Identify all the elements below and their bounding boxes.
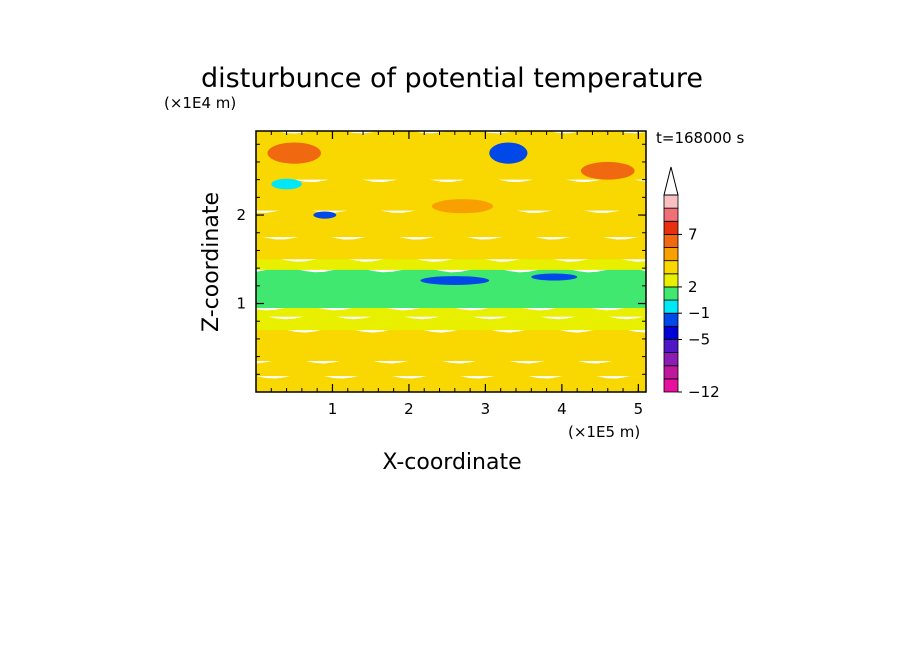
colorbar-swatch: [663, 273, 679, 288]
field-blob-0: [420, 276, 490, 285]
field-blob-7: [271, 178, 302, 190]
x-tick-label: 4: [557, 400, 567, 418]
colorbar-swatch: [663, 365, 679, 380]
colorbar-swatch: [663, 339, 679, 354]
x-scale-label: (×1E5 m): [568, 423, 640, 441]
colorbar-swatch: [663, 286, 679, 301]
field-band-8: [256, 208, 646, 238]
colorbar: 7 2 −1 −5 −12: [663, 166, 720, 401]
colorbar-swatch: [663, 260, 679, 275]
y-scale-label: (×1E4 m): [164, 94, 236, 112]
time-label: t=168000 s: [656, 129, 744, 147]
colorbar-label: 7: [688, 225, 698, 243]
field-band-2: [256, 327, 646, 362]
field-blob-3: [313, 211, 337, 219]
colorbar-swatch: [663, 312, 679, 327]
colorbar-swatch: [663, 247, 679, 262]
field-blob-6: [431, 199, 494, 214]
colorbar-swatch: [663, 220, 679, 235]
field-blob-1: [531, 273, 578, 281]
colorbar-swatch: [663, 325, 679, 340]
colorbar-swatch: [663, 352, 679, 367]
colorbar-label: −12: [688, 383, 720, 401]
field-band-3: [256, 314, 646, 331]
field-band-5: [256, 267, 646, 308]
colorbar-swatch: [663, 378, 679, 393]
colorbar-label: 2: [688, 278, 698, 296]
colorbar-swatch: [663, 194, 679, 209]
colorbar-extend-arrow: [663, 166, 679, 196]
x-tick-label: 3: [481, 400, 491, 418]
field-band-10: [256, 131, 646, 180]
y-axis-label: Z-coordinate: [199, 192, 224, 332]
x-tick-label: 1: [328, 400, 338, 418]
y-tick-label: 2: [236, 206, 246, 224]
colorbar-label: −1: [688, 304, 710, 322]
x-tick-label: 5: [634, 400, 644, 418]
field-blob-4: [267, 142, 321, 164]
plot-frame: [255, 130, 647, 393]
field-band-6: [256, 256, 646, 270]
field-blob-5: [581, 161, 635, 180]
colorbar-label: −5: [688, 330, 710, 348]
field-band-0: [256, 373, 646, 392]
x-tick-label: 2: [404, 400, 414, 418]
field-blob-2: [489, 142, 528, 164]
field-band-4: [256, 305, 646, 317]
field-band-7: [256, 234, 646, 260]
colorbar-swatch: [663, 233, 679, 248]
y-tick-label: 1: [236, 295, 246, 313]
colorbar-swatch: [663, 207, 679, 222]
chart-title: disturbunce of potential temperature: [201, 63, 703, 94]
contour-field: [256, 131, 646, 392]
field-band-1: [256, 358, 646, 377]
colorbar-swatch: [663, 299, 679, 314]
x-axis-label: X-coordinate: [382, 450, 521, 475]
field-band-9: [256, 177, 646, 211]
plot-axes: 1 2 3 4 5 1 2: [236, 130, 647, 418]
